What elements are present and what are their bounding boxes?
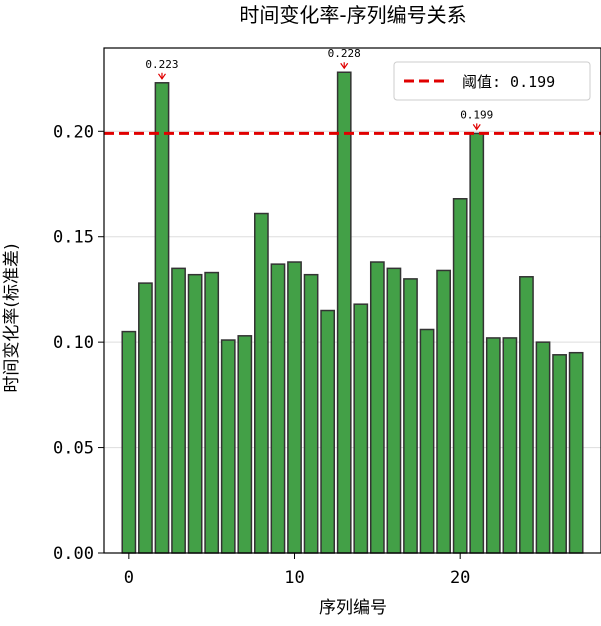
legend-threshold-label: 阈值: 0.199 [462,73,555,91]
annotation-arrowhead [340,62,349,70]
chart-title: 时间变化率-序列编号关系 [239,3,466,27]
bar [171,267,186,554]
bar [469,132,485,554]
bar [485,337,501,554]
legend: 阈值: 0.199 [393,61,591,101]
bar [303,273,319,554]
bar [419,328,435,554]
bar [220,339,236,554]
bar [270,263,286,554]
bar [535,341,551,554]
bar [436,269,451,554]
annotation-arrowhead [157,73,166,80]
bar [336,71,352,554]
legend-box [393,61,591,101]
y-tick-label: 0.05 [53,439,94,459]
bar [403,278,418,554]
bar [121,330,137,554]
bar [353,303,369,554]
x-axis-label: 序列编号 [319,598,387,618]
y-tick-label: 0.20 [53,122,94,142]
y-tick-label: 0.15 [53,228,94,248]
bar [568,351,584,554]
bar [254,212,269,554]
annotation-label: 0.228 [328,47,361,60]
bar [320,309,336,554]
bar [237,335,253,554]
annotation-arrowhead [472,124,481,131]
plot-frame [103,47,601,554]
bar [187,273,203,554]
bar [519,276,534,554]
bar [138,282,153,554]
bar [154,82,170,554]
bar [386,267,402,554]
y-tick-label: 0.10 [53,333,94,353]
y-tick-label: 0.00 [53,544,94,564]
y-axis: 0.00 0.05 0.10 0.15 0.20 [53,122,104,564]
x-tick-label: 10 [284,568,304,588]
annotations: 0.223 0.228 0.199 [145,47,493,131]
grid [104,130,601,449]
x-tick-label: 0 [124,568,134,588]
annotation-label: 0.199 [460,108,493,121]
bar [204,271,220,554]
bar [552,354,567,554]
y-axis-label: 时间变化率(标准差) [2,243,22,392]
bar [502,337,518,554]
bar [452,198,468,554]
x-axis: 0 10 20 [124,553,470,588]
x-tick-label: 20 [450,568,470,588]
annotation-label: 0.223 [145,58,178,71]
bar [287,261,302,554]
bar [369,261,385,554]
bars [121,71,584,554]
